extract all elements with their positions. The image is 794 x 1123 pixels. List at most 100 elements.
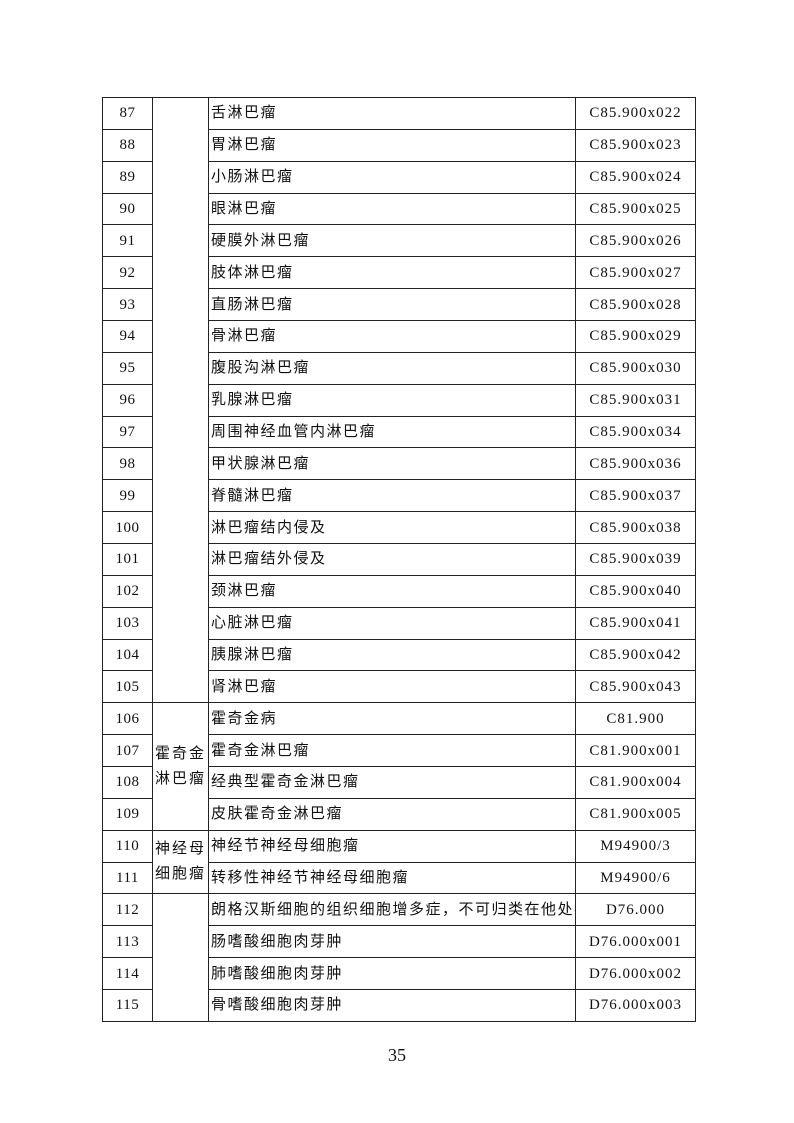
table-row: 104 胰腺淋巴瘤 C85.900x042 (102, 638, 696, 672)
table-row: 114 肺嗜酸细胞肉芽肿 D76.000x002 (102, 957, 696, 991)
disease-code: C85.900x029 (575, 320, 696, 353)
disease-name: 舌淋巴瘤 (208, 97, 576, 130)
disease-code: C85.900x030 (575, 351, 696, 385)
row-number: 97 (102, 415, 153, 449)
table-row: 95 腹股沟淋巴瘤 C85.900x030 (102, 351, 696, 385)
category-cell (152, 893, 209, 1022)
disease-code: C85.900x036 (575, 447, 696, 481)
row-number: 94 (102, 320, 153, 353)
row-number: 105 (102, 670, 153, 704)
disease-name: 心脏淋巴瘤 (208, 606, 576, 640)
row-number: 107 (102, 734, 153, 768)
disease-code: D76.000x003 (575, 989, 696, 1022)
row-number: 102 (102, 574, 153, 608)
disease-code: C85.900x025 (575, 192, 696, 226)
disease-code: C85.900x039 (575, 543, 696, 576)
disease-code: M94900/3 (575, 829, 696, 863)
table-row: 110 神经母细胞瘤 神经节神经母细胞瘤 M94900/3 (102, 829, 696, 895)
disease-name: 淋巴瘤结外侵及 (208, 543, 576, 576)
disease-name: 眼淋巴瘤 (208, 192, 576, 226)
table-row: 92 肢体淋巴瘤 C85.900x027 (102, 256, 696, 290)
disease-code: C85.900x038 (575, 511, 696, 545)
disease-name: 霍奇金淋巴瘤 (208, 734, 576, 768)
row-number: 99 (102, 479, 153, 513)
disease-name: 硬膜外淋巴瘤 (208, 224, 576, 258)
row-number: 87 (102, 97, 153, 130)
disease-name: 骨淋巴瘤 (208, 320, 576, 353)
row-number: 101 (102, 543, 153, 576)
row-number: 108 (102, 766, 153, 799)
disease-code: C85.900x026 (575, 224, 696, 258)
disease-name: 肾淋巴瘤 (208, 670, 576, 704)
row-number: 109 (102, 797, 153, 831)
disease-code: C85.900x027 (575, 256, 696, 290)
disease-code: C85.900x037 (575, 479, 696, 513)
disease-name: 乳腺淋巴瘤 (208, 383, 576, 417)
disease-name: 骨嗜酸细胞肉芽肿 (208, 989, 576, 1022)
disease-name: 胰腺淋巴瘤 (208, 638, 576, 672)
category-cell (152, 96, 209, 704)
disease-name: 甲状腺淋巴瘤 (208, 447, 576, 481)
disease-code: C85.900x034 (575, 415, 696, 449)
disease-name: 肺嗜酸细胞肉芽肿 (208, 957, 576, 991)
disease-name: 朗格汉斯细胞的组织细胞增多症，不可归类在他处者 (208, 893, 576, 927)
disease-name: 转移性神经节神经母细胞瘤 (208, 861, 576, 895)
table-row: 102 颈淋巴瘤 C85.900x040 (102, 574, 696, 608)
disease-code-table: 87 舌淋巴瘤 C85.900x022 88 胃淋巴瘤 C85.900x023 89 小肠淋巴… (102, 96, 696, 1022)
disease-code: D76.000 (575, 893, 696, 927)
row-number: 98 (102, 447, 153, 481)
row-number: 91 (102, 224, 153, 258)
table-row: 96 乳腺淋巴瘤 C85.900x031 (102, 383, 696, 417)
disease-code: D76.000x001 (575, 925, 696, 959)
disease-code: C81.900x004 (575, 766, 696, 799)
table-row: 90 眼淋巴瘤 C85.900x025 (102, 192, 696, 226)
row-number: 95 (102, 351, 153, 385)
row-number: 112 (102, 893, 153, 927)
row-number: 115 (102, 989, 153, 1022)
disease-code: D76.000x002 (575, 957, 696, 991)
disease-name: 皮肤霍奇金淋巴瘤 (208, 797, 576, 831)
disease-name: 颈淋巴瘤 (208, 574, 576, 608)
disease-code: C85.900x040 (575, 574, 696, 608)
disease-code: C85.900x023 (575, 128, 696, 162)
disease-code: C81.900x001 (575, 734, 696, 768)
row-number: 106 (102, 702, 153, 736)
row-number: 88 (102, 128, 153, 162)
disease-code: C81.900x005 (575, 797, 696, 831)
row-number: 104 (102, 638, 153, 672)
disease-name: 神经节神经母细胞瘤 (208, 829, 576, 863)
row-number: 100 (102, 511, 153, 545)
row-number: 96 (102, 383, 153, 417)
table-row: 98 甲状腺淋巴瘤 C85.900x036 (102, 447, 696, 481)
disease-code: C85.900x042 (575, 638, 696, 672)
disease-code: C85.900x041 (575, 606, 696, 640)
table-row: 89 小肠淋巴瘤 C85.900x024 (102, 160, 696, 194)
disease-name: 淋巴瘤结内侵及 (208, 511, 576, 545)
disease-code: M94900/6 (575, 861, 696, 895)
row-number: 89 (102, 160, 153, 194)
disease-name: 经典型霍奇金淋巴瘤 (208, 766, 576, 799)
row-number: 111 (102, 861, 153, 895)
row-number: 114 (102, 957, 153, 991)
table-row: 112 朗格汉斯细胞的组织细胞增多症，不可归类在他处者 D76.000 (102, 893, 696, 1022)
table-row: 111 转移性神经节神经母细胞瘤 M94900/6 (102, 861, 696, 895)
table-row: 97 周围神经血管内淋巴瘤 C85.900x034 (102, 415, 696, 449)
disease-name: 霍奇金病 (208, 702, 576, 736)
disease-code: C85.900x043 (575, 670, 696, 704)
disease-code: C85.900x022 (575, 97, 696, 130)
table-row: 87 舌淋巴瘤 C85.900x022 (102, 96, 696, 704)
row-number: 90 (102, 192, 153, 226)
disease-name: 胃淋巴瘤 (208, 128, 576, 162)
category-cell: 霍奇金淋巴瘤 (152, 702, 209, 831)
row-number: 113 (102, 925, 153, 959)
disease-name: 小肠淋巴瘤 (208, 160, 576, 194)
table-row: 94 骨淋巴瘤 C85.900x029 (102, 320, 696, 353)
disease-name: 肢体淋巴瘤 (208, 256, 576, 290)
row-number: 103 (102, 606, 153, 640)
category-cell: 神经母细胞瘤 (152, 829, 209, 895)
disease-code: C81.900 (575, 702, 696, 736)
disease-code: C85.900x031 (575, 383, 696, 417)
table-row: 88 胃淋巴瘤 C85.900x023 (102, 128, 696, 162)
table-row: 100 淋巴瘤结内侵及 C85.900x038 (102, 511, 696, 545)
table-row: 93 直肠淋巴瘤 C85.900x028 (102, 288, 696, 322)
